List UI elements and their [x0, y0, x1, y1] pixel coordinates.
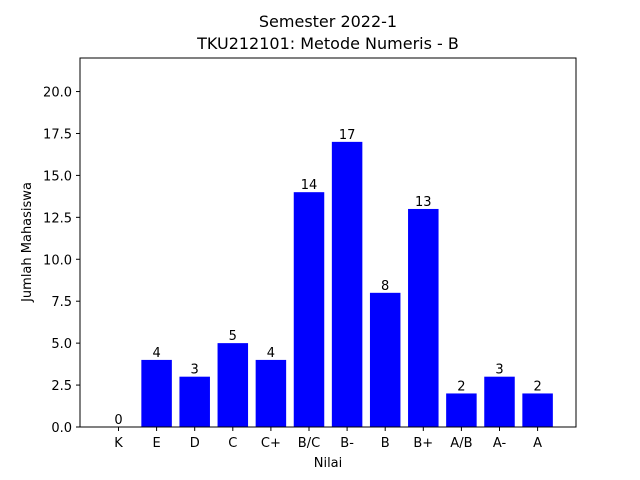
bar-A/B — [446, 393, 477, 427]
data-label-E: 4 — [152, 346, 160, 361]
data-label-K: 0 — [114, 413, 122, 428]
bar-A- — [484, 376, 515, 427]
x-tick-label: B/C — [298, 436, 320, 451]
y-tick-label: 7.5 — [51, 295, 72, 310]
y-tick-label: 12.5 — [43, 211, 72, 226]
data-label-A-: 3 — [495, 363, 503, 378]
x-tick-label: C+ — [261, 436, 281, 451]
y-tick-label: 5.0 — [51, 337, 72, 352]
bar-B+ — [408, 208, 439, 427]
data-label-C: 5 — [229, 329, 237, 344]
chart-subtitle: TKU212101: Metode Numeris - B — [196, 34, 459, 53]
x-tick-label: K — [114, 436, 123, 451]
data-label-B+: 13 — [415, 195, 432, 210]
data-label-B: 8 — [381, 279, 389, 294]
x-tick-label: A — [533, 436, 542, 451]
y-tick-label: 20.0 — [43, 86, 72, 101]
x-tick-label: A/B — [450, 436, 472, 451]
data-label-A/B: 2 — [457, 379, 465, 394]
data-label-C+: 4 — [267, 346, 275, 361]
plot-frame — [79, 57, 577, 428]
y-tick-label: 10.0 — [43, 253, 72, 268]
bar-E — [141, 359, 172, 427]
y-axis-ticks: 0.0 2.5 5.0 7.5 10.0 12.5 15.0 17.5 20.0 — [43, 86, 80, 436]
y-axis-label: Jumlah Mahasiswa — [20, 182, 35, 303]
x-axis-ticks: K E D C C+ B/C B- B B+ A/B A- A — [114, 427, 542, 451]
chart-title: Semester 2022-1 — [259, 12, 397, 31]
bar-B — [369, 292, 401, 427]
data-label-B/C: 14 — [301, 178, 318, 193]
bar-D — [179, 376, 210, 427]
x-axis-label: Nilai — [314, 456, 343, 471]
bar-C — [217, 343, 249, 427]
x-tick-label: B- — [340, 436, 354, 451]
bars-group — [141, 141, 553, 427]
bar-B/C — [293, 192, 325, 427]
x-tick-label: D — [190, 436, 200, 451]
y-tick-label: 0.0 — [51, 421, 72, 436]
bar-A — [522, 393, 553, 427]
data-label-B-: 17 — [339, 128, 356, 143]
x-tick-label: E — [152, 436, 160, 451]
data-label-A: 2 — [533, 379, 541, 394]
bar-B- — [331, 141, 363, 427]
bar-C+ — [255, 359, 287, 427]
x-tick-label: B+ — [413, 436, 433, 451]
data-labels-group: 0 4 3 5 4 14 17 8 13 2 3 2 — [114, 128, 541, 428]
data-label-D: 3 — [191, 363, 199, 378]
y-tick-label: 17.5 — [43, 127, 72, 142]
x-tick-label: C — [228, 436, 237, 451]
x-tick-label: B — [381, 436, 390, 451]
y-tick-label: 2.5 — [51, 379, 72, 394]
y-tick-label: 15.0 — [43, 169, 72, 184]
x-tick-label: A- — [493, 436, 507, 451]
